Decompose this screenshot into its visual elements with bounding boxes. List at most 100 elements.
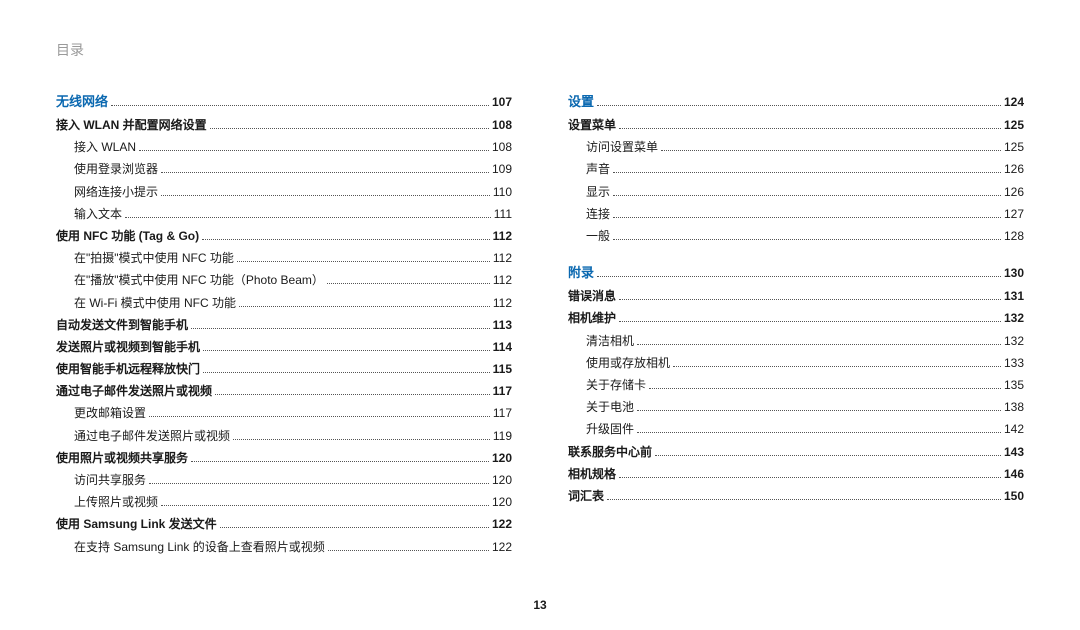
toc-row: 在支持 Samsung Link 的设备上查看照片或视频122 (56, 536, 512, 558)
toc-label: 使用或存放相机 (568, 352, 670, 374)
toc-row: 通过电子邮件发送照片或视频 117 (56, 380, 512, 402)
toc-page: 120 (492, 469, 512, 491)
toc-page: 108 (492, 114, 512, 136)
toc-leader-dots (637, 344, 1001, 345)
toc-leader-dots (111, 105, 489, 106)
toc-label: 设置 (568, 90, 594, 114)
toc-label: 错误消息 (568, 285, 616, 307)
toc-leader-dots (202, 239, 490, 240)
toc-leader-dots (619, 321, 1001, 322)
toc-row: 无线网络107 (56, 90, 512, 114)
toc-row: 一般 128 (568, 225, 1024, 247)
toc-page: 117 (493, 380, 512, 402)
toc-page: 111 (494, 203, 512, 225)
toc-row: 在 Wi-Fi 模式中使用 NFC 功能112 (56, 292, 512, 314)
page-header: 目录 (56, 40, 1024, 60)
toc-leader-dots (139, 150, 489, 151)
toc-row: 使用或存放相机133 (568, 352, 1024, 374)
toc-label: 上传照片或视频 (56, 491, 158, 513)
toc-row: 在"拍摄"模式中使用 NFC 功能 112 (56, 247, 512, 269)
toc-page: 115 (493, 358, 512, 380)
toc-leader-dots (220, 527, 489, 528)
toc-label: 联系服务中心前 (568, 441, 652, 463)
toc-label: 输入文本 (56, 203, 122, 225)
toc-leader-dots (161, 505, 489, 506)
toc-page: 143 (1004, 441, 1024, 463)
toc-row: 接入 WLAN108 (56, 136, 512, 158)
toc-label: 关于存储卡 (568, 374, 646, 396)
toc-row: 自动发送文件到智能手机113 (56, 314, 512, 336)
toc-leader-dots (613, 172, 1001, 173)
toc-row: 通过电子邮件发送照片或视频119 (56, 425, 512, 447)
toc-row: 使用登录浏览器109 (56, 158, 512, 180)
toc-page: 112 (493, 225, 512, 247)
toc-leader-dots (149, 416, 490, 417)
page-number: 13 (0, 598, 1080, 612)
toc-column-right: 设置124设置菜单125访问设置菜单125声音126显示126连接127一般12… (568, 90, 1024, 558)
toc-leader-dots (619, 477, 1001, 478)
toc-label: 访问共享服务 (56, 469, 146, 491)
toc-label: 使用登录浏览器 (56, 158, 158, 180)
toc-leader-dots (203, 350, 490, 351)
toc-leader-dots (613, 195, 1001, 196)
toc-leader-dots (649, 388, 1001, 389)
toc-leader-dots (673, 366, 1001, 367)
toc-row: 关于电池138 (568, 396, 1024, 418)
toc-columns: 无线网络107接入 WLAN 并配置网络设置 108接入 WLAN108使用登录浏… (56, 90, 1024, 558)
toc-label: 关于电池 (568, 396, 634, 418)
toc-page: 112 (493, 247, 512, 269)
toc-leader-dots (125, 217, 491, 218)
toc-row: 使用 NFC 功能 (Tag & Go)112 (56, 225, 512, 247)
toc-page: 150 (1004, 485, 1024, 507)
toc-row: 输入文本 111 (56, 203, 512, 225)
toc-label: 升级固件 (568, 418, 634, 440)
toc-leader-dots (215, 394, 490, 395)
toc-page: 128 (1004, 225, 1024, 247)
toc-row: 访问设置菜单125 (568, 136, 1024, 158)
toc-page: 108 (492, 136, 512, 158)
toc-page: 110 (493, 181, 512, 203)
toc-page: 119 (493, 425, 512, 447)
toc-label: 附录 (568, 261, 594, 285)
toc-leader-dots (203, 372, 490, 373)
toc-leader-dots (613, 239, 1001, 240)
toc-row: 连接127 (568, 203, 1024, 225)
toc-row: 访问共享服务 120 (56, 469, 512, 491)
toc-page: 132 (1004, 330, 1024, 352)
toc-label: 通过电子邮件发送照片或视频 (56, 380, 212, 402)
toc-row: 设置菜单125 (568, 114, 1024, 136)
toc-label: 在 Wi-Fi 模式中使用 NFC 功能 (56, 292, 236, 314)
toc-page: 125 (1004, 136, 1024, 158)
toc-label: 使用智能手机远程释放快门 (56, 358, 200, 380)
toc-leader-dots (597, 276, 1001, 277)
toc-leader-dots (613, 217, 1001, 218)
toc-leader-dots (191, 461, 489, 462)
toc-label: 在"拍摄"模式中使用 NFC 功能 (56, 247, 234, 269)
toc-label: 接入 WLAN 并配置网络设置 (56, 114, 207, 136)
toc-page: 131 (1004, 285, 1024, 307)
toc-column-left: 无线网络107接入 WLAN 并配置网络设置 108接入 WLAN108使用登录浏… (56, 90, 512, 558)
toc-label: 显示 (568, 181, 610, 203)
toc-leader-dots (661, 150, 1001, 151)
toc-leader-dots (619, 128, 1001, 129)
toc-label: 清洁相机 (568, 330, 634, 352)
toc-page: 117 (493, 402, 512, 424)
toc-label: 使用 Samsung Link 发送文件 (56, 513, 217, 535)
toc-leader-dots (607, 499, 1001, 500)
toc-label: 设置菜单 (568, 114, 616, 136)
toc-label: 相机规格 (568, 463, 616, 485)
toc-page: 127 (1004, 203, 1024, 225)
toc-leader-dots (191, 328, 490, 329)
toc-row: 在"播放"模式中使用 NFC 功能（Photo Beam）112 (56, 269, 512, 291)
toc-label: 一般 (568, 225, 610, 247)
toc-leader-dots (328, 550, 489, 551)
toc-row: 网络连接小提示110 (56, 181, 512, 203)
toc-row: 错误消息 131 (568, 285, 1024, 307)
toc-leader-dots (233, 439, 490, 440)
toc-page: 135 (1004, 374, 1024, 396)
toc-row: 清洁相机 132 (568, 330, 1024, 352)
toc-label: 发送照片或视频到智能手机 (56, 336, 200, 358)
toc-page: 122 (492, 536, 512, 558)
toc-label: 词汇表 (568, 485, 604, 507)
toc-row: 附录130 (568, 261, 1024, 285)
